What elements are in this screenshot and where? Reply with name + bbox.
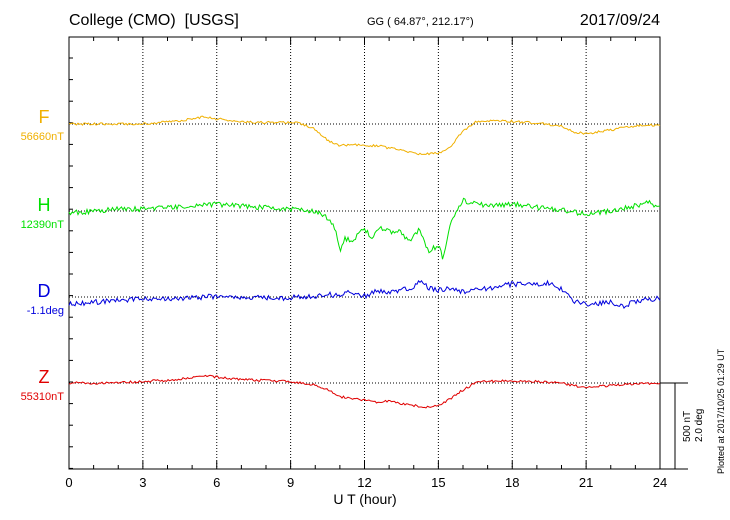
station-coordinates: GG ( 64.87°, 212.17°): [367, 16, 474, 28]
x-tick-label-24: 24: [653, 475, 667, 490]
series-label-h: H: [37, 195, 51, 215]
plot-date: 2017/09/24: [579, 12, 660, 29]
plotted-timestamp: Plotted at 2017/10/25 01:29 UT: [716, 348, 726, 474]
series-line-z: [68, 374, 661, 409]
series-line-h: [68, 197, 661, 260]
series-baseline-d: -1.1deg: [26, 305, 64, 317]
x-tick-label-3: 3: [139, 475, 146, 490]
series-line-d: [68, 279, 661, 310]
x-axis-label: U T (hour): [333, 491, 397, 507]
x-tick-label-18: 18: [505, 475, 519, 490]
x-tick-label-9: 9: [287, 475, 294, 490]
scale-nt-label: 500 nT: [682, 410, 693, 442]
x-tick-label-0: 0: [65, 475, 72, 490]
x-tick-label-12: 12: [357, 475, 371, 490]
series-label-f: F: [38, 107, 50, 127]
station-title: College (CMO) [USGS]: [69, 12, 239, 29]
series-label-z: Z: [38, 367, 50, 387]
x-tick-label-6: 6: [213, 475, 220, 490]
series-line-f: [68, 115, 661, 156]
scale-deg-label: 2.0 deg: [694, 408, 705, 442]
series-baseline-h: 12390nT: [20, 219, 64, 231]
x-tick-label-21: 21: [579, 475, 593, 490]
x-tick-label-15: 15: [431, 475, 445, 490]
series-label-d: D: [37, 281, 51, 301]
series-baseline-f: 56660nT: [20, 131, 64, 143]
series-baseline-z: 55310nT: [20, 391, 64, 403]
